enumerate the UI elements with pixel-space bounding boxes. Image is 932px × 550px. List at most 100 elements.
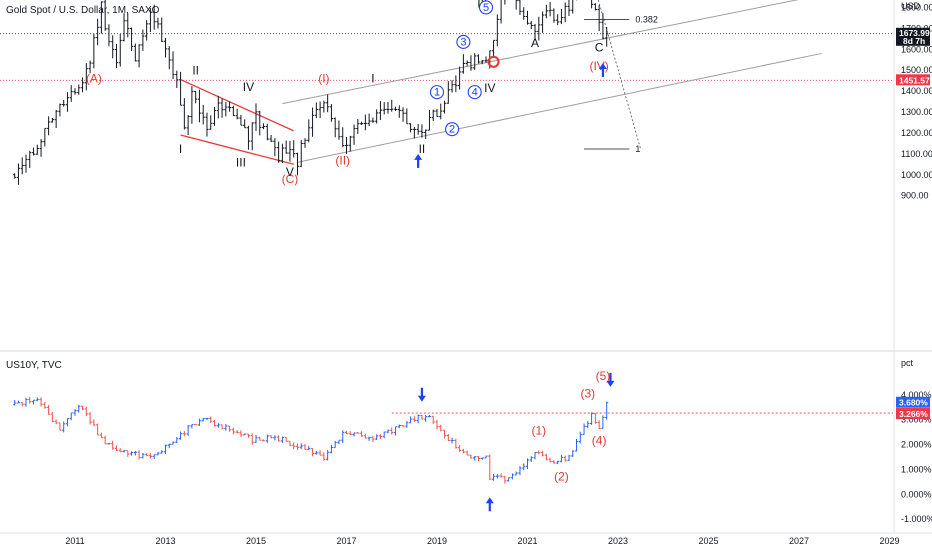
- level-value: 1451.57: [899, 75, 930, 85]
- last-price-value: 1673.99: [899, 28, 930, 38]
- gold-wave-label: II: [419, 142, 426, 156]
- us10y-bar: [318, 450, 322, 456]
- time-tick-label: 2023: [608, 536, 628, 546]
- gold-bar: [329, 104, 334, 122]
- us10y-bar: [126, 450, 130, 457]
- gold-bar: [480, 60, 484, 65]
- us10y-bar: [503, 475, 507, 484]
- us10y-bar: [197, 418, 202, 426]
- yield-tick-label: 1.000%: [901, 464, 932, 474]
- gold-bar: [556, 14, 560, 26]
- gold-bar: [197, 89, 202, 123]
- us10y-bar: [194, 424, 198, 426]
- gold-bar: [111, 35, 115, 59]
- gold-bar: [405, 108, 409, 125]
- fib-level-label: 0.382: [635, 14, 658, 24]
- gold-bar: [47, 116, 51, 136]
- us10y-bar: [548, 457, 552, 463]
- gold-bar: [209, 115, 213, 130]
- us10y-bar: [484, 455, 488, 459]
- us10y-wave-label: (3): [580, 386, 595, 400]
- us10y-bar: [246, 433, 251, 438]
- gold-bar: [160, 17, 164, 43]
- gold-bar: [473, 53, 477, 70]
- gold-bar: [178, 71, 183, 106]
- sub-chart-title[interactable]: US10Y, TVC: [6, 360, 62, 371]
- gold-bar: [20, 157, 24, 175]
- us10y-bar: [96, 423, 100, 436]
- us10y-bar: [80, 405, 85, 411]
- main-chart-title[interactable]: Gold Spot / U.S. Dollar, 1M, SAXO: [6, 5, 160, 16]
- us10y-bar: [254, 434, 258, 443]
- gold-bar: [54, 110, 58, 129]
- gold-bar: [525, 10, 530, 25]
- us10y-bar: [152, 454, 156, 460]
- gold-bar: [269, 134, 273, 142]
- us10y-wave-label: (2): [554, 470, 569, 484]
- gold-bar: [427, 110, 432, 131]
- yield-axis[interactable]: 4.000% 3.000% 2.000% 1.000% 0.000% -1.000% pct…: [896, 358, 932, 524]
- gold-bar: [16, 163, 21, 185]
- svg-text:5: 5: [483, 2, 489, 14]
- us10y-bar: [299, 443, 303, 450]
- gold-bar: [43, 127, 47, 147]
- us10y-bar: [145, 453, 149, 457]
- gold-wave-label: IV: [484, 81, 495, 95]
- us10y-bar: [461, 448, 465, 454]
- circled-wave-label: 2: [445, 122, 460, 137]
- gold-bar: [152, 4, 156, 30]
- gold-bar: [337, 120, 341, 140]
- us10y-bar: [47, 405, 51, 415]
- us10y-bar: [133, 450, 137, 456]
- us10y-bar: [205, 417, 209, 421]
- time-tick-label: 2013: [155, 536, 175, 546]
- yield-last-value: 3.680%: [899, 398, 928, 408]
- us10y-bar: [186, 425, 190, 436]
- gold-bar: [567, 0, 571, 16]
- level-badge: [896, 74, 930, 86]
- gold-bar: [401, 107, 405, 122]
- gold-bar: [465, 60, 469, 66]
- main-pane: 00.3821(A)(B)(C)IIIVIIIIV(I)(II)IIIIIIIV…: [0, 0, 932, 201]
- gold-bar: [224, 102, 228, 117]
- price-tick-label: 1500.00: [901, 65, 932, 75]
- gold-bar: [303, 138, 307, 148]
- gold-bar: [605, 26, 609, 47]
- wedge-lower-line: [180, 134, 294, 165]
- gold-bar: [518, 0, 522, 15]
- channel-lower-line: [297, 52, 822, 163]
- gold-wave-label: A: [531, 36, 539, 50]
- us10y-bar: [148, 453, 153, 459]
- svg-text:2: 2: [449, 124, 455, 136]
- us10y-bar: [378, 434, 383, 440]
- gold-bar: [194, 90, 198, 104]
- gold-bar: [544, 4, 548, 19]
- gold-wave-label: I: [179, 142, 182, 156]
- time-tick-label: 2025: [698, 536, 718, 546]
- us10y-bar: [409, 416, 413, 424]
- us10y-bar: [220, 424, 224, 430]
- gold-bar: [469, 55, 473, 71]
- us10y-bar: [39, 397, 43, 407]
- us10y-bar: [597, 420, 601, 429]
- us10y-bar: [427, 414, 432, 418]
- gold-bar: [186, 114, 190, 136]
- gold-bar: [182, 98, 186, 130]
- gold-bar: [261, 123, 266, 130]
- us10y-bar: [390, 427, 394, 435]
- price-tick-label: 1300.00: [901, 107, 932, 117]
- us10y-bar: [190, 424, 194, 429]
- gold-bar: [439, 103, 443, 120]
- us10y-bar: [344, 430, 349, 435]
- us10y-bar: [442, 429, 447, 439]
- gold-bar: [107, 24, 111, 47]
- price-axis[interactable]: 900.00 1000.00 1100.00 1200.00 1300.00 1400.0…: [896, 0, 932, 201]
- yield-tick-label: 0.000%: [901, 489, 932, 499]
- gold-bar: [491, 39, 496, 57]
- yield-tick-label: 2.000%: [901, 440, 932, 450]
- us10y-bar: [314, 450, 318, 455]
- us10y-wave-label: (4): [592, 434, 607, 448]
- gold-bar: [416, 124, 420, 135]
- price-tick-label: 1200.00: [901, 128, 932, 138]
